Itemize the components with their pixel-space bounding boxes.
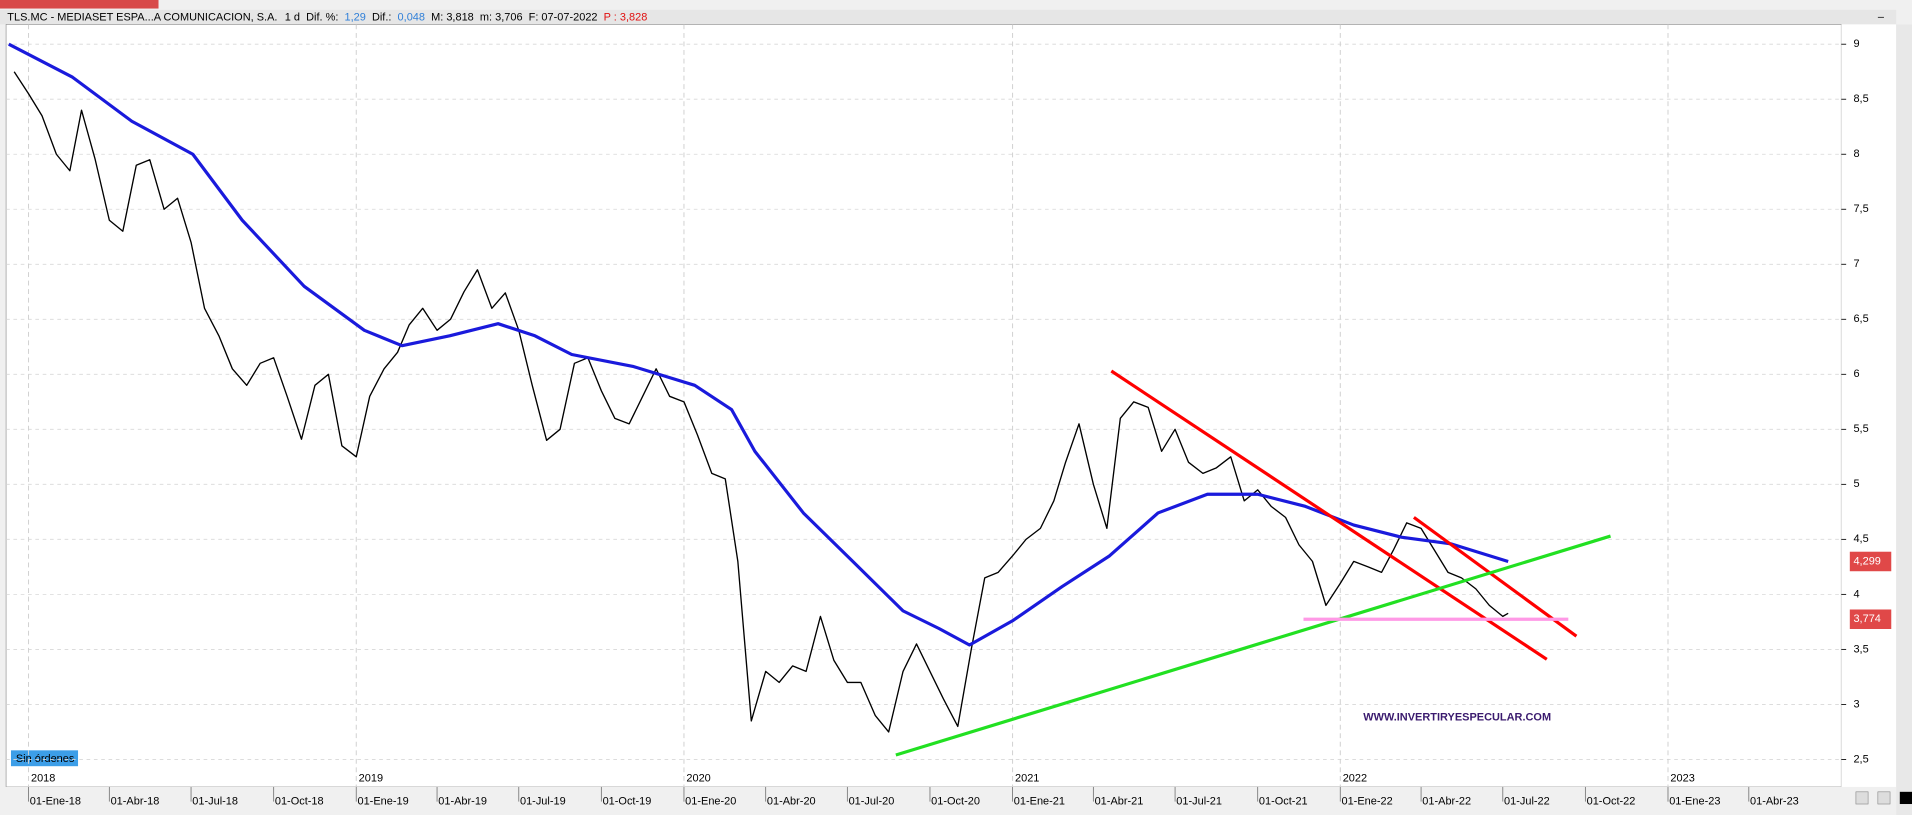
header-info: M: 3,818: [431, 12, 474, 24]
x-tick-label: 01-Ene-23: [1669, 795, 1720, 807]
x-tick-label: 01-Ene-21: [1014, 795, 1065, 807]
status-badge: [10, 750, 79, 767]
year-label: 2022: [1343, 772, 1367, 784]
y-tick-label: 4,5: [1853, 533, 1868, 545]
y-tick-label: 7: [1853, 258, 1859, 270]
header-info: P : 3,828: [604, 12, 648, 24]
x-tick-label: 01-Ene-18: [30, 795, 81, 807]
x-tick-label: 01-Abr-18: [111, 795, 160, 807]
scrollbar[interactable]: [1896, 24, 1912, 815]
price-label: 3,774: [1853, 613, 1880, 625]
x-tick-label: 01-Abr-23: [1750, 795, 1799, 807]
header-bar: [0, 9, 1897, 25]
x-tick-label: 01-Oct-18: [275, 795, 324, 807]
x-tick-label: 01-Oct-19: [603, 795, 652, 807]
y-tick-label: 4: [1853, 588, 1859, 600]
x-tick-label: 01-Oct-21: [1259, 795, 1308, 807]
price-label: 4,299: [1853, 555, 1880, 567]
toolbar-button[interactable]: [1877, 791, 1891, 805]
price-label-box: [1849, 609, 1892, 630]
y-tick-label: 5: [1853, 478, 1859, 490]
x-tick-label: 01-Jul-18: [192, 795, 238, 807]
y-tick-label: 5,5: [1853, 423, 1868, 435]
toolbar-button[interactable]: [1855, 791, 1869, 805]
header-info: 1,29: [345, 12, 366, 24]
header-info: F: 07-07-2022: [529, 12, 598, 24]
x-tick-label: 01-Ene-20: [685, 795, 736, 807]
header-info: 1 d: [285, 12, 300, 24]
trend-line: [895, 534, 1611, 757]
watermark: WWW.INVERTIRYESPECULAR.COM: [1363, 711, 1551, 723]
x-tick-label: 01-Oct-20: [931, 795, 980, 807]
header-info: m: 3,706: [480, 12, 523, 24]
y-tick-label: 8,5: [1853, 93, 1868, 105]
plot-area: [5, 24, 1842, 788]
y-tick-label: 2,5: [1853, 753, 1868, 765]
x-tick-label: 01-Jul-22: [1504, 795, 1550, 807]
year-label: 2019: [359, 772, 383, 784]
x-tick-label: 01-Jul-20: [849, 795, 895, 807]
moving-average: [8, 42, 1509, 647]
x-tick-label: 01-Ene-22: [1342, 795, 1393, 807]
x-tick-label: 01-Jul-19: [520, 795, 566, 807]
header-info: Dif. %:: [306, 12, 338, 24]
year-label: 2020: [686, 772, 710, 784]
trend-line: [1110, 369, 1548, 661]
x-tick-label: 01-Abr-21: [1095, 795, 1144, 807]
x-tick-label: 01-Jul-21: [1176, 795, 1222, 807]
x-tick-label: 01-Oct-22: [1587, 795, 1636, 807]
status-text: Sin órdenes: [16, 753, 75, 765]
header-info: Dif.:: [372, 12, 392, 24]
x-tick-label: 01-Abr-20: [767, 795, 816, 807]
y-tick-label: 3,5: [1853, 643, 1868, 655]
tab[interactable]: [0, 0, 159, 9]
y-tick-label: 6: [1853, 368, 1859, 380]
y-tick-label: 8: [1853, 148, 1859, 160]
chart-title: TLS.MC - MEDIASET ESPA...A COMUNICACION,…: [7, 12, 277, 24]
window-button[interactable]: –: [1878, 11, 1885, 23]
x-tick-label: 01-Abr-22: [1422, 795, 1471, 807]
price-line: [13, 71, 1509, 733]
year-label: 2023: [1670, 772, 1694, 784]
year-label: 2018: [31, 772, 55, 784]
y-tick-label: 6,5: [1853, 313, 1868, 325]
year-label: 2021: [1015, 772, 1039, 784]
y-tick-label: 9: [1853, 38, 1859, 50]
trend-line: [1412, 516, 1578, 638]
y-tick-label: 3: [1853, 698, 1859, 710]
price-label-box: [1849, 551, 1892, 572]
x-tick-label: 01-Ene-19: [357, 795, 408, 807]
toolbar-button[interactable]: [1899, 791, 1912, 805]
x-axis-area: [0, 786, 1854, 815]
header-info: 0,048: [398, 12, 425, 24]
y-tick-label: 7,5: [1853, 203, 1868, 215]
x-tick-label: 01-Abr-19: [438, 795, 487, 807]
y-axis-area: [1841, 24, 1897, 787]
